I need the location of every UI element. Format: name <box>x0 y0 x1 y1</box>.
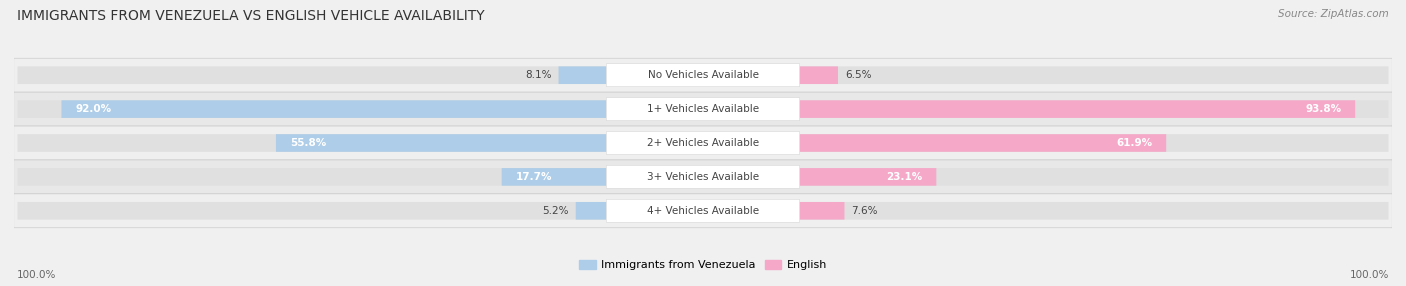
Text: 1+ Vehicles Available: 1+ Vehicles Available <box>647 104 759 114</box>
FancyBboxPatch shape <box>800 134 1389 152</box>
FancyBboxPatch shape <box>800 66 1389 84</box>
Text: 7.6%: 7.6% <box>852 206 877 216</box>
Text: IMMIGRANTS FROM VENEZUELA VS ENGLISH VEHICLE AVAILABILITY: IMMIGRANTS FROM VENEZUELA VS ENGLISH VEH… <box>17 9 485 23</box>
FancyBboxPatch shape <box>800 202 1389 220</box>
FancyBboxPatch shape <box>502 168 606 186</box>
FancyBboxPatch shape <box>800 168 1389 186</box>
Text: 100.0%: 100.0% <box>1350 270 1389 280</box>
FancyBboxPatch shape <box>558 66 606 84</box>
FancyBboxPatch shape <box>606 165 800 188</box>
Text: 17.7%: 17.7% <box>516 172 553 182</box>
Text: Source: ZipAtlas.com: Source: ZipAtlas.com <box>1278 9 1389 19</box>
Text: No Vehicles Available: No Vehicles Available <box>648 70 758 80</box>
Text: 6.5%: 6.5% <box>845 70 872 80</box>
FancyBboxPatch shape <box>575 202 606 220</box>
FancyBboxPatch shape <box>14 92 1392 126</box>
FancyBboxPatch shape <box>800 100 1389 118</box>
FancyBboxPatch shape <box>17 100 606 118</box>
Text: 8.1%: 8.1% <box>526 70 551 80</box>
FancyBboxPatch shape <box>62 100 606 118</box>
FancyBboxPatch shape <box>800 134 1166 152</box>
Text: 2+ Vehicles Available: 2+ Vehicles Available <box>647 138 759 148</box>
Text: 4+ Vehicles Available: 4+ Vehicles Available <box>647 206 759 216</box>
Text: 5.2%: 5.2% <box>543 206 569 216</box>
FancyBboxPatch shape <box>17 168 606 186</box>
Text: 100.0%: 100.0% <box>17 270 56 280</box>
FancyBboxPatch shape <box>17 202 606 220</box>
FancyBboxPatch shape <box>800 66 838 84</box>
FancyBboxPatch shape <box>606 199 800 222</box>
FancyBboxPatch shape <box>276 134 606 152</box>
Text: 61.9%: 61.9% <box>1116 138 1153 148</box>
FancyBboxPatch shape <box>606 98 800 121</box>
Text: 3+ Vehicles Available: 3+ Vehicles Available <box>647 172 759 182</box>
Legend: Immigrants from Venezuela, English: Immigrants from Venezuela, English <box>575 255 831 275</box>
FancyBboxPatch shape <box>17 134 606 152</box>
Text: 93.8%: 93.8% <box>1305 104 1341 114</box>
Text: 92.0%: 92.0% <box>76 104 111 114</box>
FancyBboxPatch shape <box>800 100 1355 118</box>
FancyBboxPatch shape <box>17 66 606 84</box>
FancyBboxPatch shape <box>800 202 845 220</box>
Text: 23.1%: 23.1% <box>886 172 922 182</box>
FancyBboxPatch shape <box>14 160 1392 194</box>
FancyBboxPatch shape <box>606 64 800 87</box>
FancyBboxPatch shape <box>14 194 1392 228</box>
FancyBboxPatch shape <box>14 58 1392 92</box>
Text: 55.8%: 55.8% <box>290 138 326 148</box>
FancyBboxPatch shape <box>14 126 1392 160</box>
FancyBboxPatch shape <box>800 168 936 186</box>
FancyBboxPatch shape <box>606 132 800 154</box>
